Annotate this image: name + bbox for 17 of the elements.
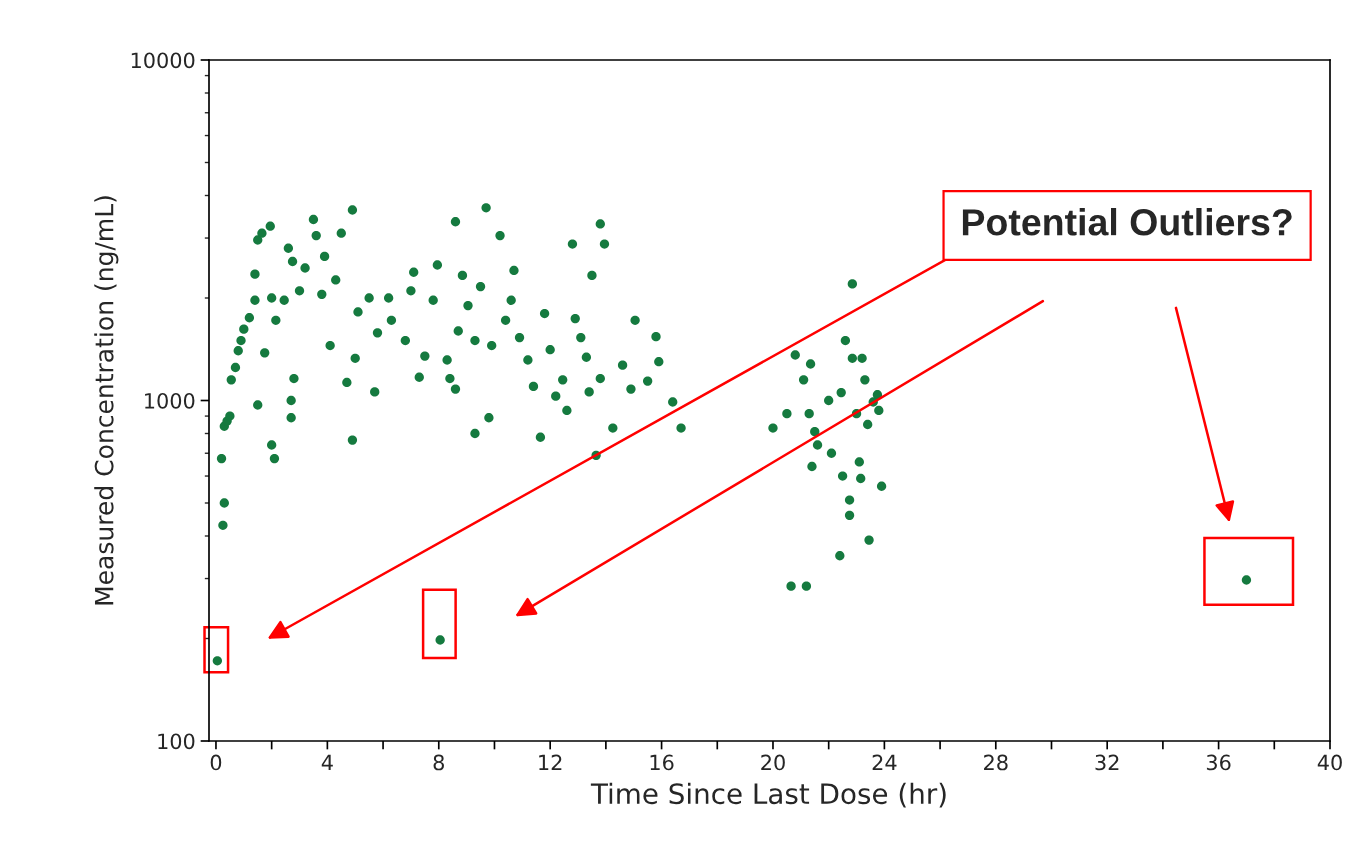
x-tick-label: 4 — [321, 754, 333, 771]
x-tick-label: 24 — [872, 754, 897, 771]
x-tick-label: 0 — [210, 754, 222, 771]
annotation: Potential Outliers? — [962, 208, 1292, 236]
y-tick-label: 100 — [158, 733, 195, 750]
y-tick-label: 1000 — [145, 392, 195, 409]
x-tick-label: 20 — [761, 754, 785, 771]
x-tick-label: 36 — [1206, 754, 1231, 771]
x-tick-label: 16 — [650, 754, 674, 771]
x-tick-label: 28 — [984, 754, 1008, 771]
y-tick-label: 10000 — [131, 52, 195, 69]
x-tick-label: 8 — [433, 754, 444, 771]
x-tick-label: 12 — [539, 754, 562, 771]
x-tick-label: 40 — [1317, 754, 1342, 771]
x-tick-label: 32 — [1095, 754, 1119, 771]
x-axis-title: Time Since Last Dose (hr) — [590, 782, 946, 808]
y-axis-title: Measured Concentration (ng/mL) — [94, 196, 119, 605]
